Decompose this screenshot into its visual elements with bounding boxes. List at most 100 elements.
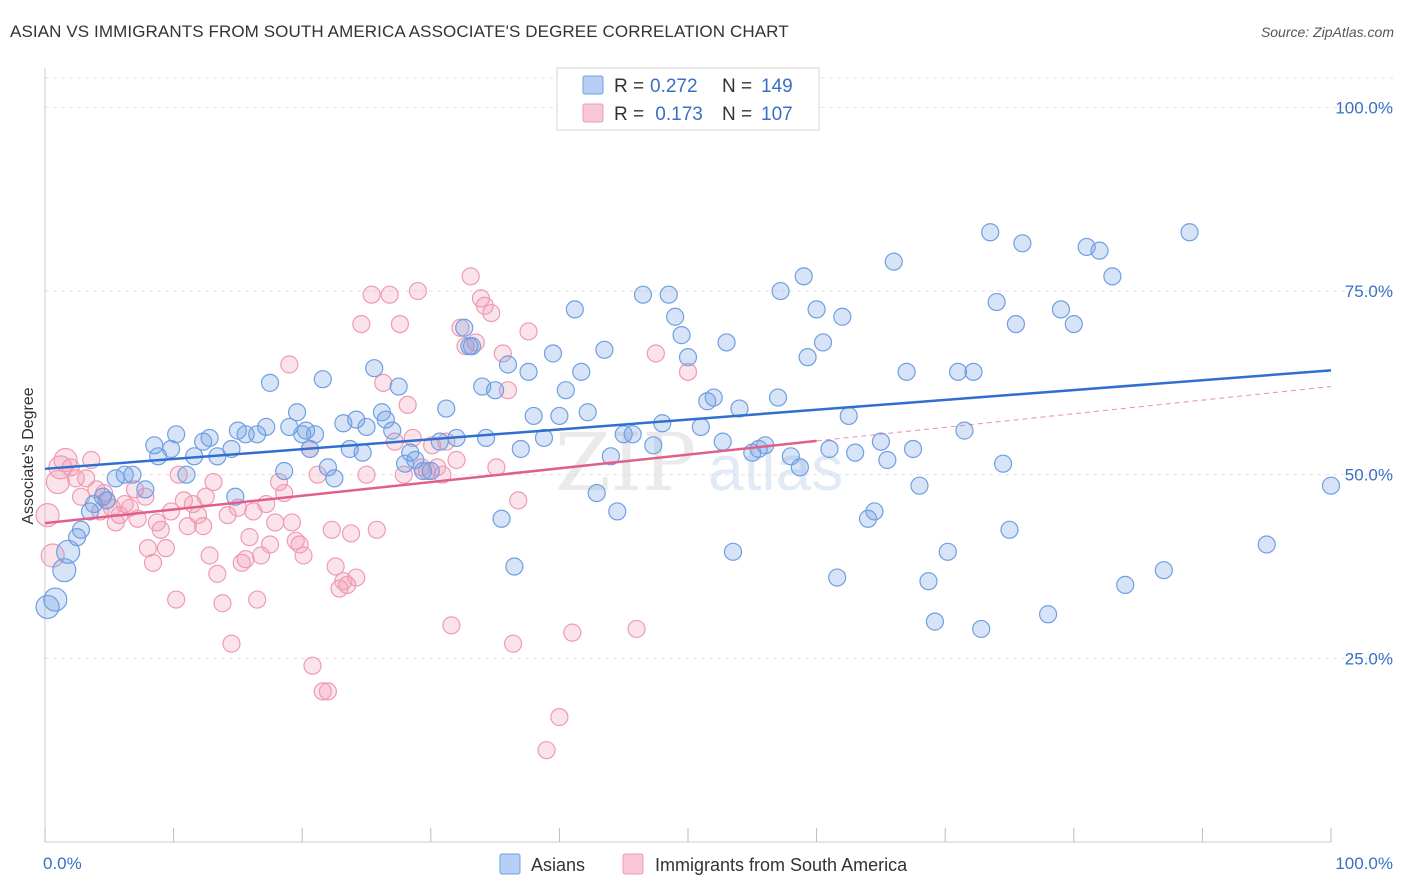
asian-point bbox=[587, 483, 606, 503]
asian-point bbox=[56, 539, 81, 564]
sa-point bbox=[151, 520, 170, 539]
x-tick-label-max: 100.0% bbox=[1335, 854, 1393, 873]
asian-point bbox=[572, 362, 591, 381]
sa-point bbox=[236, 550, 255, 569]
asian-point bbox=[177, 465, 196, 484]
x-tick-label-min: 0.0% bbox=[43, 854, 82, 873]
asian-point bbox=[313, 370, 332, 389]
series-immigrants-from-south-america bbox=[35, 267, 698, 760]
asian-point bbox=[524, 406, 543, 426]
sa-point bbox=[398, 395, 417, 415]
asian-point bbox=[257, 417, 276, 437]
sa-point bbox=[303, 656, 322, 675]
asian-point bbox=[987, 292, 1006, 312]
sa-point bbox=[451, 318, 470, 337]
asian-point bbox=[1180, 223, 1199, 242]
asian-point bbox=[1116, 575, 1135, 594]
sa-point bbox=[447, 450, 466, 470]
asian-point bbox=[287, 403, 307, 422]
asian-point bbox=[1051, 300, 1071, 319]
sa-point bbox=[136, 487, 155, 506]
sa-point bbox=[326, 557, 345, 576]
asian-point bbox=[1321, 476, 1341, 495]
series-asians bbox=[35, 223, 1341, 639]
asian-point bbox=[1257, 535, 1276, 554]
asian-point bbox=[115, 465, 134, 484]
asian-point bbox=[790, 458, 809, 477]
sa-point bbox=[169, 465, 188, 484]
asian-point bbox=[865, 502, 884, 521]
legend-n-value-sa: 107 bbox=[761, 104, 793, 125]
asian-point bbox=[910, 476, 929, 495]
legend-r-label-asians: R = bbox=[614, 76, 644, 97]
trend-line-asians bbox=[44, 369, 1332, 471]
sa-point bbox=[213, 594, 232, 613]
asian-point bbox=[723, 542, 743, 561]
asian-point bbox=[52, 558, 77, 583]
asian-point bbox=[226, 487, 245, 506]
trend-lines bbox=[44, 369, 1332, 525]
legend-r-value-sa: 0.173 bbox=[650, 104, 703, 125]
asian-point bbox=[903, 439, 923, 459]
asian-point bbox=[395, 454, 415, 473]
asian-point bbox=[807, 300, 826, 319]
asian-point bbox=[955, 421, 974, 440]
sa-point bbox=[313, 682, 332, 701]
asian-point bbox=[505, 557, 524, 576]
sa-point bbox=[194, 517, 213, 536]
asian-point bbox=[672, 326, 691, 345]
sa-point bbox=[408, 281, 428, 301]
sa-point bbox=[433, 465, 452, 484]
sa-point bbox=[519, 322, 538, 341]
sa-point bbox=[456, 337, 475, 356]
sa-point bbox=[294, 546, 313, 565]
asian-point bbox=[365, 359, 384, 378]
asian-point bbox=[1013, 234, 1032, 253]
asian-point bbox=[476, 428, 496, 448]
asian-point bbox=[325, 469, 344, 488]
grid: 25.0% 50.0% 75.0% 100.0% bbox=[45, 77, 1393, 668]
sa-point bbox=[167, 590, 186, 609]
asian-point bbox=[798, 348, 817, 367]
correlation-legend: R = 0.272 N = 149 R = 0.173 N = 107 bbox=[556, 67, 820, 131]
sa-point bbox=[156, 539, 175, 558]
sa-point bbox=[367, 520, 386, 539]
asian-point bbox=[556, 381, 575, 400]
sa-point bbox=[627, 619, 646, 639]
series-legend: Asians Immigrants from South America bbox=[499, 853, 908, 875]
asian-point bbox=[305, 425, 325, 444]
asian-point bbox=[296, 421, 316, 440]
sa-point bbox=[266, 513, 285, 532]
asian-point bbox=[43, 587, 68, 612]
asian-point bbox=[421, 461, 440, 481]
sa-point bbox=[509, 491, 528, 510]
asian-point bbox=[666, 307, 685, 326]
asian-point bbox=[704, 388, 723, 407]
sa-point bbox=[380, 285, 399, 304]
sa-point bbox=[204, 472, 223, 492]
y-tick-label: 100.0% bbox=[1335, 98, 1393, 117]
y-tick-label: 75.0% bbox=[1345, 282, 1393, 301]
asian-point bbox=[550, 406, 569, 426]
asian-point bbox=[136, 480, 155, 499]
asian-point bbox=[376, 410, 395, 429]
y-tick-label: 25.0% bbox=[1345, 649, 1393, 668]
legend-swatch-asians bbox=[582, 75, 604, 95]
asian-point bbox=[413, 461, 433, 481]
asian-point bbox=[123, 465, 142, 484]
asian-point bbox=[839, 406, 858, 426]
asian-point bbox=[878, 450, 897, 470]
legend-n-value-asians: 149 bbox=[761, 76, 793, 97]
asian-point bbox=[519, 362, 538, 381]
asian-point bbox=[318, 458, 338, 477]
sa-point bbox=[200, 546, 219, 565]
asian-point bbox=[1090, 241, 1109, 260]
asian-point bbox=[486, 381, 505, 400]
trend-line-sa bbox=[44, 439, 817, 525]
sa-point bbox=[352, 314, 371, 334]
asian-point bbox=[357, 417, 376, 437]
sa-point bbox=[143, 553, 163, 572]
asian-point bbox=[813, 333, 833, 352]
asian-point bbox=[871, 432, 891, 451]
legend-r-label-sa: R = bbox=[614, 104, 644, 125]
